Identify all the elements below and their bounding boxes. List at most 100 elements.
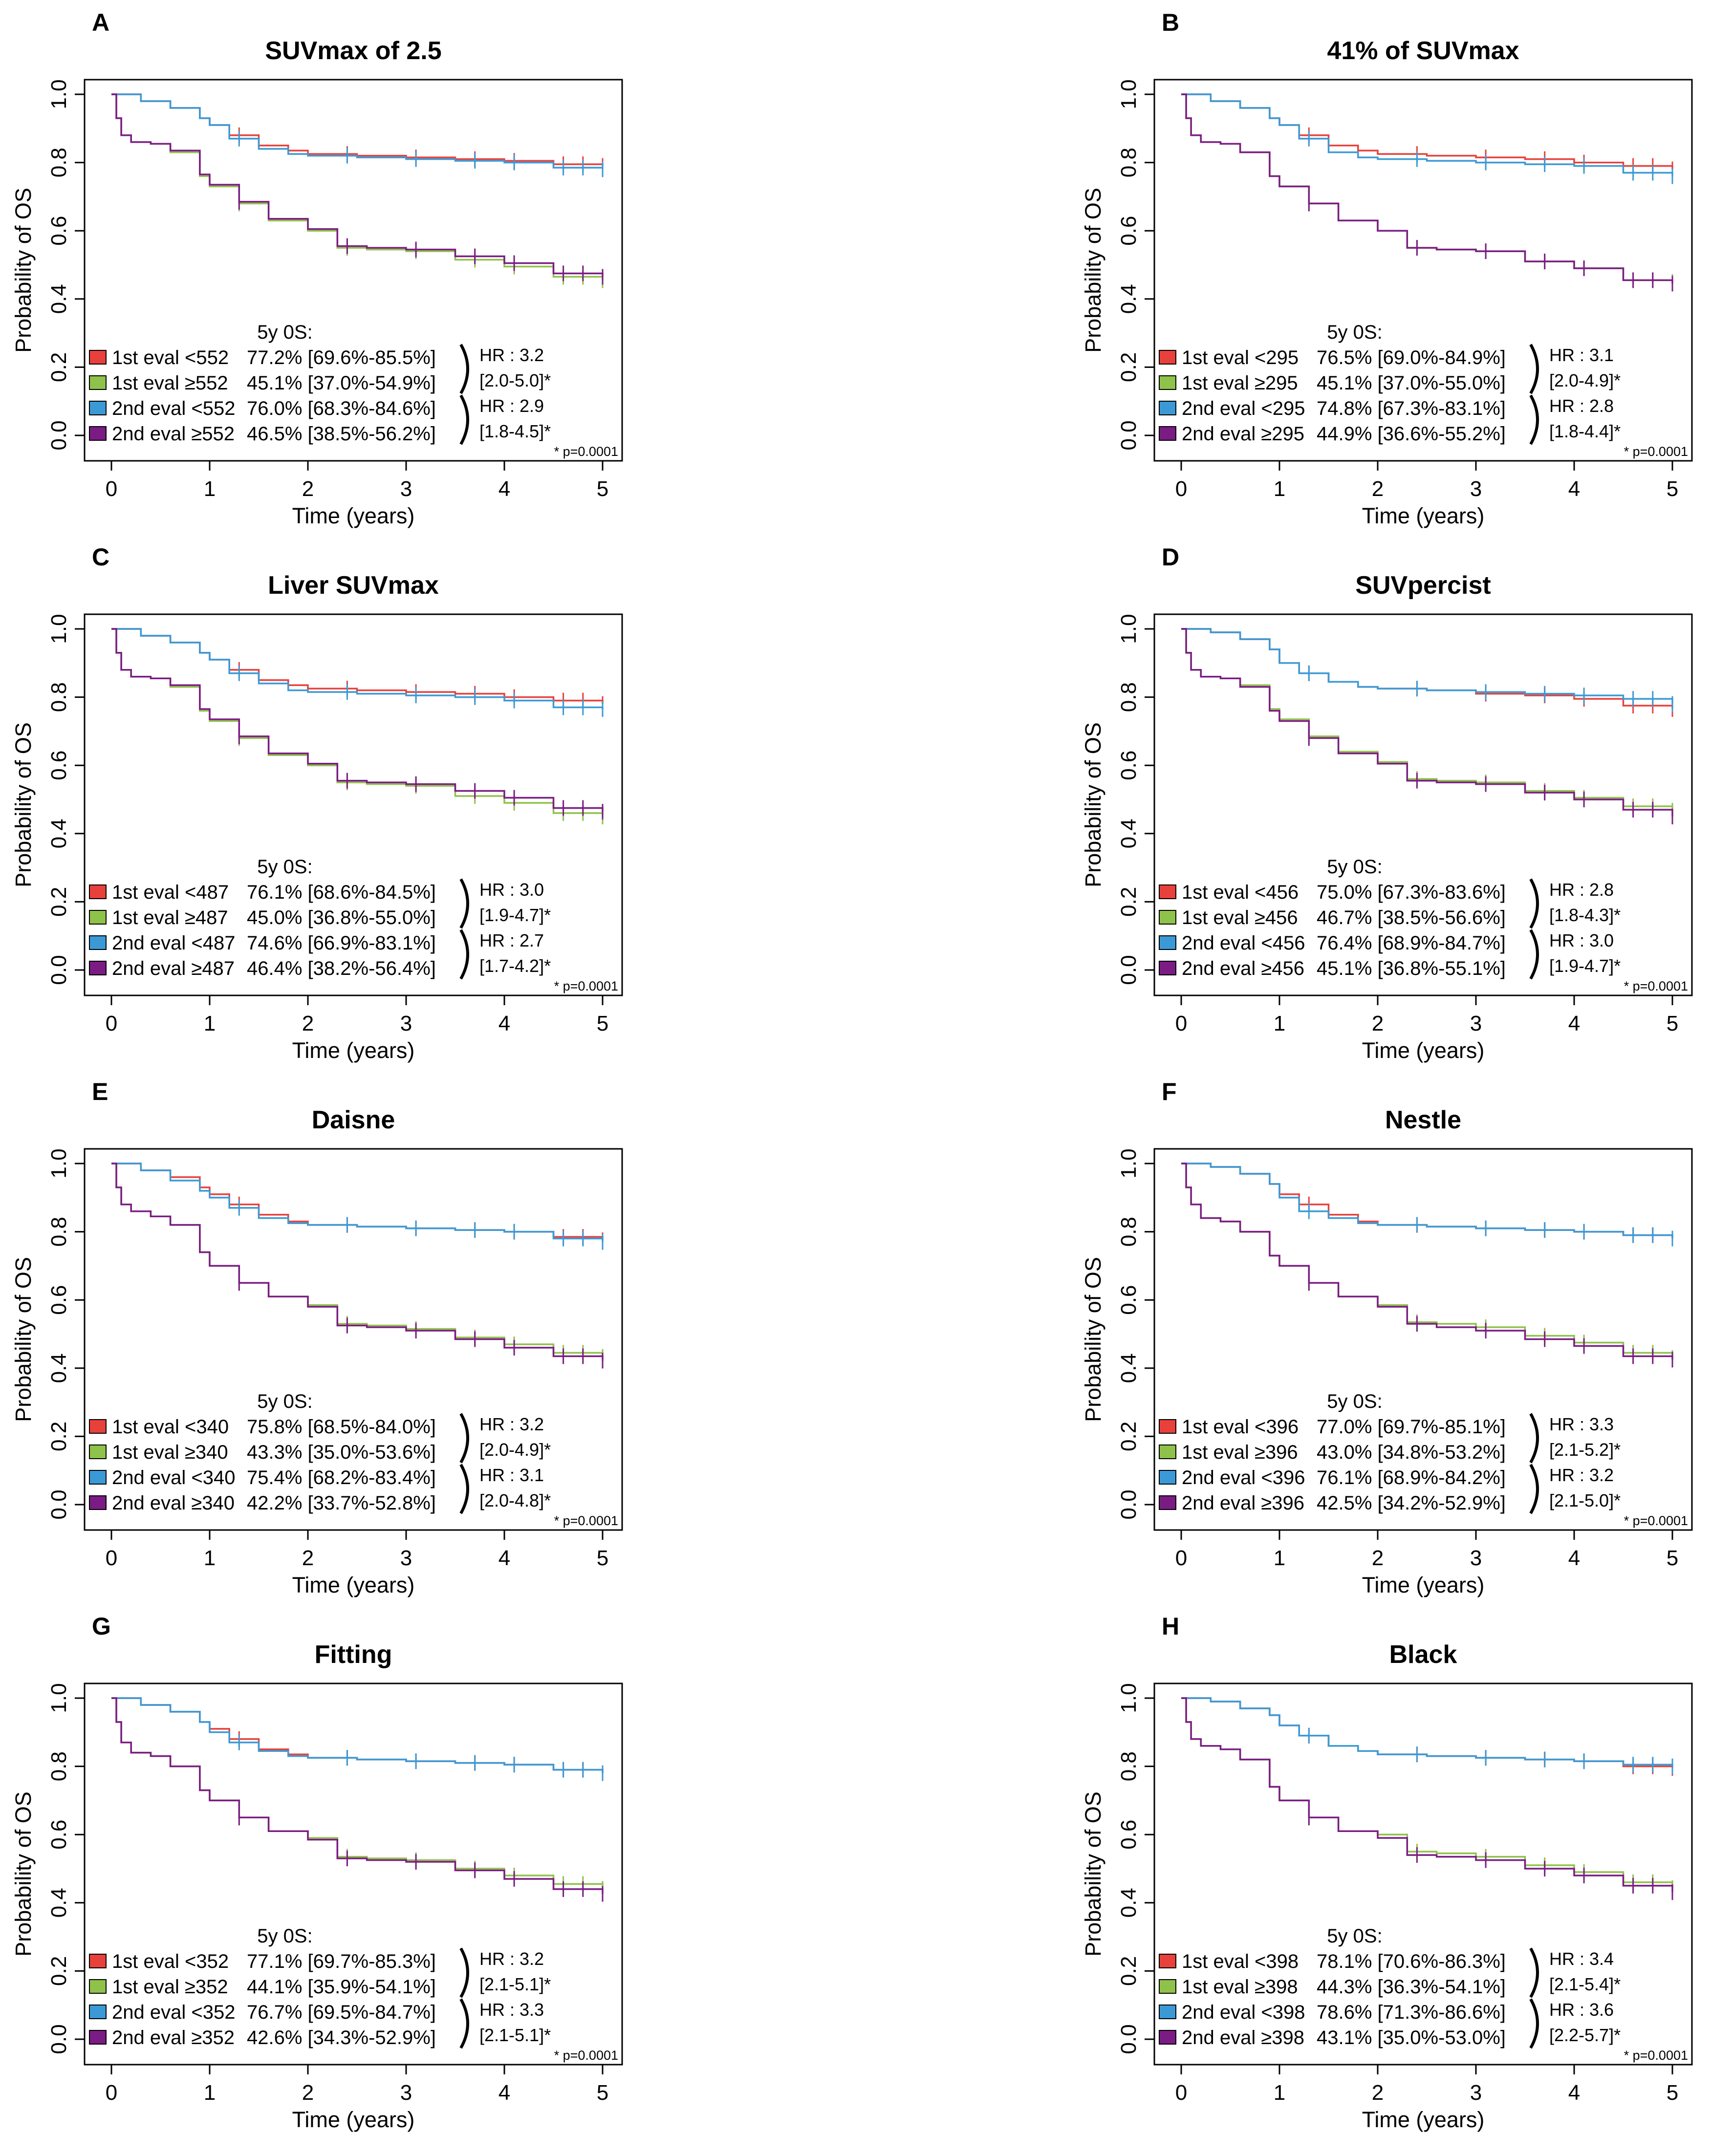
hr-bracket [459,929,469,980]
x-tick-label: 0 [1175,1546,1187,1570]
legend-swatch [1159,2005,1176,2019]
x-tick-label: 5 [1667,1546,1678,1570]
km-curve-series-3 [111,1697,604,1773]
legend-swatch [1159,350,1176,365]
x-tick-label: 0 [1175,1012,1187,1035]
y-tick-label: 1.0 [47,614,71,644]
y-tick-label: 0.0 [1117,955,1141,985]
legend-5y-os-value: 45.1% [36.8%-55.1%] [1317,958,1506,979]
km-curve-series-3 [1181,628,1673,704]
p-value: * p=0.0001 [1624,444,1688,459]
hazard-ratio: HR : 2.8 [1549,396,1614,416]
y-tick-label: 0.4 [47,819,71,848]
y-axis-label: Probability of OS [1081,1791,1105,1957]
legend-swatch [89,961,107,975]
x-tick-label: 5 [597,1012,608,1035]
legend-group-label: 1st eval ≥456 [1182,907,1298,928]
x-tick-label: 0 [1175,2081,1187,2105]
legend-swatch [89,1954,107,1968]
hazard-ratio-ci: [2.1-5.2]* [1549,1440,1621,1460]
hr-bracket [1529,1464,1539,1514]
x-tick-label: 0 [106,2081,117,2105]
y-axis-label: Probability of OS [11,188,36,353]
panel-title: Black [1389,1640,1457,1669]
x-tick-label: 4 [1568,1012,1580,1035]
x-tick-label: 4 [498,1546,510,1570]
x-tick-label: 1 [204,1012,216,1035]
legend-group-label: 2nd eval <487 [112,932,235,954]
legend-header: 5y 0S: [257,1925,312,1947]
legend-5y-os-value: 42.6% [34.3%-52.9%] [247,2027,436,2048]
x-tick-label: 0 [1175,477,1187,501]
y-tick-label: 0.6 [1117,216,1141,246]
x-axis-label: Time (years) [292,503,415,528]
legend-5y-os-value: 45.1% [37.0%-54.9%] [247,372,436,394]
panel-title: Liver SUVmax [268,571,439,600]
legend-group-label: 1st eval <552 [112,347,229,368]
x-tick-label: 4 [498,1012,510,1035]
legend-swatch [89,350,107,365]
legend-group-label: 2nd eval ≥396 [1182,1492,1304,1514]
legend-header: 5y 0S: [1327,1391,1382,1412]
hazard-ratio: HR : 3.2 [479,1414,544,1434]
x-tick-label: 0 [106,1546,117,1570]
hr-bracket [1529,1947,1539,1998]
panel-letter: E [92,1078,108,1105]
legend-group-label: 2nd eval <295 [1182,398,1305,419]
y-tick-label: 1.0 [1117,1683,1141,1713]
x-tick-label: 0 [106,477,117,501]
hazard-ratio: HR : 3.3 [1549,1414,1614,1434]
legend-swatch [1159,1419,1176,1434]
x-tick-label: 2 [1372,1012,1384,1035]
hr-bracket [1529,929,1539,980]
y-tick-label: 0.2 [1117,1956,1141,1986]
panel-letter: G [92,1613,111,1640]
y-tick-label: 0.6 [47,216,71,246]
hr-bracket [459,1947,469,1998]
y-tick-label: 0.4 [47,1888,71,1918]
x-tick-label: 4 [498,2081,510,2105]
legend-5y-os-value: 76.5% [69.0%-84.9%] [1317,347,1506,368]
y-axis-label: Probability of OS [11,1791,36,1957]
legend-swatch [89,1419,107,1434]
hazard-ratio: HR : 3.0 [479,880,544,900]
legend-swatch [1159,910,1176,925]
legend-group-label: 2nd eval <340 [112,1467,235,1488]
panel-letter: F [1162,1078,1177,1105]
km-curve-series-4 [1181,628,1673,817]
legend-5y-os-value: 43.1% [35.0%-53.0%] [1317,2027,1506,2048]
y-tick-label: 0.6 [47,1820,71,1850]
legend-swatch [89,884,107,899]
x-tick-label: 3 [400,2081,412,2105]
y-tick-label: 1.0 [1117,614,1141,644]
legend-swatch [1159,2030,1176,2045]
hr-bracket [459,1464,469,1514]
hazard-ratio: HR : 3.0 [1549,930,1614,950]
y-tick-label: 0.2 [1117,1422,1141,1451]
hazard-ratio-ci: [2.0-4.8]* [479,1490,551,1510]
x-axis-label: Time (years) [1362,1573,1485,1597]
legend-group-label: 2nd eval ≥398 [1182,2027,1304,2048]
legend-5y-os-value: 42.5% [34.2%-52.9%] [1317,1492,1506,1514]
panel-title: Daisne [312,1106,395,1134]
hazard-ratio-ci: [1.9-4.7]* [479,905,551,925]
x-tick-label: 2 [1372,1546,1384,1570]
y-tick-label: 0.8 [1117,148,1141,177]
legend-group-label: 2nd eval ≥487 [112,958,235,979]
x-tick-label: 1 [204,2081,216,2105]
legend-5y-os-value: 74.6% [66.9%-83.1%] [247,932,436,954]
x-tick-label: 5 [597,477,608,501]
legend-5y-os-value: 43.0% [34.8%-53.2%] [1317,1442,1506,1463]
x-tick-label: 2 [1372,477,1384,501]
hazard-ratio: HR : 3.2 [479,345,544,365]
p-value: * p=0.0001 [1624,979,1688,993]
x-tick-label: 4 [1568,2081,1580,2105]
legend-swatch [1159,1470,1176,1485]
hazard-ratio: HR : 3.4 [1549,1949,1614,1969]
y-tick-label: 0.8 [47,1751,71,1781]
y-tick-label: 0.8 [1117,1217,1141,1247]
legend-group-label: 2nd eval <396 [1182,1467,1305,1488]
x-tick-label: 2 [302,1546,314,1570]
legend-header: 5y 0S: [1327,1925,1382,1947]
hazard-ratio-ci: [2.0-5.0]* [479,370,551,390]
